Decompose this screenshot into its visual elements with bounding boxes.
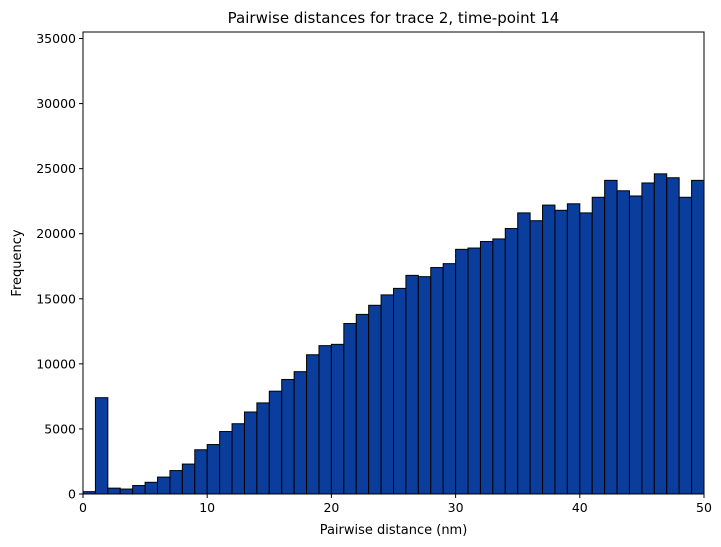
histogram-bar — [641, 182, 655, 495]
histogram-bar — [542, 204, 556, 495]
histogram-bar — [281, 378, 295, 495]
histogram-bar — [243, 411, 258, 495]
histogram-bar — [591, 196, 606, 495]
histogram-bar — [231, 423, 245, 495]
x-tick-label: 20 — [323, 500, 339, 515]
x-tick-label: 40 — [572, 500, 588, 515]
histogram-bar — [405, 274, 419, 495]
histogram-bar — [132, 485, 146, 495]
histogram-bar — [119, 488, 134, 495]
histogram-bar — [504, 228, 519, 495]
y-tick-label: 10000 — [36, 356, 76, 371]
histogram-bar — [293, 371, 308, 495]
histogram-bar — [169, 470, 183, 495]
y-tick-label: 5000 — [44, 421, 76, 436]
histogram-bar — [442, 263, 457, 495]
y-axis-label: Frequency — [10, 229, 25, 296]
histogram-bar — [318, 345, 332, 495]
histogram-bar — [678, 196, 693, 495]
histogram-bar — [268, 390, 283, 495]
y-tick-label: 25000 — [36, 161, 76, 176]
x-axis: 0 10 20 30 40 50 — [79, 494, 712, 515]
histogram-bar — [628, 195, 643, 495]
histogram-bar — [206, 444, 221, 495]
histogram-bar — [455, 248, 469, 495]
histogram-bar — [107, 487, 121, 495]
histogram-bar — [616, 190, 630, 495]
histogram-bar — [529, 220, 544, 495]
histogram-bar — [691, 179, 705, 495]
x-tick-label: 30 — [448, 500, 464, 515]
histogram-bar — [256, 402, 270, 495]
histogram-bar — [517, 212, 531, 495]
histogram-bar — [306, 354, 320, 495]
y-tick-label: 35000 — [36, 31, 76, 46]
histogram-bar — [430, 267, 444, 495]
histogram-bar — [566, 203, 581, 495]
x-tick-label: 50 — [696, 500, 712, 515]
histogram-bar — [604, 179, 618, 495]
histogram-bar — [579, 212, 593, 495]
histogram-bar — [157, 476, 171, 495]
histogram-bar — [380, 294, 394, 495]
histogram-bar — [343, 323, 357, 495]
histogram-bar — [219, 431, 233, 495]
x-axis-label: Pairwise distance (nm) — [320, 523, 468, 538]
histogram-bar — [355, 313, 370, 495]
x-tick-label: 10 — [199, 500, 215, 515]
histogram-bar — [417, 276, 432, 495]
histogram-bar — [194, 449, 208, 495]
y-axis: 0 5000 10000 15000 20000 25000 30000 35000 — [36, 31, 83, 502]
histogram-bar — [666, 177, 680, 495]
histogram-bar — [330, 343, 345, 495]
histogram-bar — [653, 173, 668, 495]
histogram-bar — [181, 463, 196, 495]
y-tick-label: 20000 — [36, 226, 76, 241]
histogram-bar — [479, 241, 494, 495]
y-tick-label: 30000 — [36, 96, 76, 111]
histogram-bar — [368, 304, 382, 495]
y-tick-label: 0 — [68, 487, 76, 502]
histogram-bar — [393, 287, 407, 495]
x-tick-label: 0 — [79, 500, 87, 515]
y-tick-label: 15000 — [36, 291, 76, 306]
histogram-bar — [144, 481, 159, 495]
chart-title: Pairwise distances for trace 2, time-poi… — [228, 9, 560, 27]
histogram-bar — [492, 238, 506, 495]
bars-group — [82, 173, 705, 495]
histogram-bar — [94, 397, 109, 495]
histogram-bar — [467, 247, 481, 495]
plot-frame — [82, 31, 705, 495]
histogram-bar — [554, 209, 568, 495]
